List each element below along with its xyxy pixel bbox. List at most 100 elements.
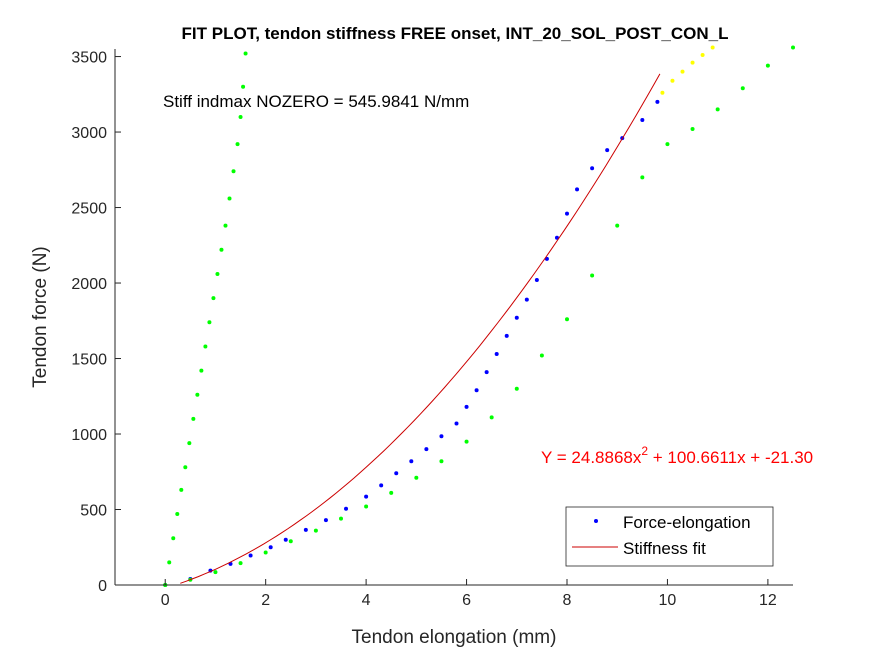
data-point [303, 527, 308, 532]
data-point [263, 550, 268, 555]
stiffness-fit-line [180, 73, 661, 584]
x-tick-label: 8 [563, 592, 572, 609]
data-point [514, 315, 519, 320]
data-point [364, 504, 369, 509]
data-point [179, 487, 184, 492]
data-point [710, 45, 715, 50]
legend-label-stiffness-fit: Stiffness fit [623, 539, 706, 558]
series-1 [660, 45, 715, 95]
x-tick-label: 0 [161, 592, 170, 609]
chart-title: FIT PLOT, tendon stiffness FREE onset, I… [182, 24, 729, 43]
data-point [765, 63, 770, 68]
data-point [215, 271, 220, 276]
data-point [565, 211, 569, 216]
data-point [640, 175, 645, 180]
data-point [248, 553, 253, 558]
stiffness-annotation: Stiff indmax NOZERO = 545.9841 N/mm [163, 92, 469, 111]
data-point [690, 60, 695, 65]
data-point [494, 351, 499, 356]
x-axis-label: Tendon elongation (mm) [352, 627, 557, 648]
chart-marks [163, 45, 795, 587]
plot-background [115, 49, 793, 585]
data-point [238, 561, 243, 566]
data-point [175, 512, 180, 517]
data-point [670, 78, 675, 83]
data-point [207, 320, 212, 325]
legend: Force-elongation Stiffness fit [565, 506, 774, 567]
data-point [484, 370, 489, 375]
x-tick-label: 12 [759, 592, 777, 609]
data-point [464, 404, 469, 409]
equation-exponent: 2 [641, 444, 648, 458]
y-tick-label: 3500 [71, 50, 107, 67]
data-point [605, 148, 610, 153]
legend-dot-symbol [594, 519, 598, 523]
data-point [364, 494, 369, 499]
y-tick-label: 1000 [71, 427, 107, 444]
data-point [660, 90, 665, 95]
data-point [590, 166, 595, 171]
y-tick-label: 2000 [71, 276, 107, 293]
data-point [454, 421, 459, 426]
data-point [489, 415, 494, 420]
x-axis-ticks: 0 2 4 6 8 10 12 [161, 579, 777, 609]
legend-label-force-elongation: Force-elongation [623, 513, 751, 532]
data-point [534, 278, 539, 283]
x-tick-label: 6 [462, 592, 471, 609]
data-point [409, 459, 414, 464]
data-point [243, 51, 248, 56]
data-point [268, 545, 273, 550]
data-point [414, 475, 419, 480]
x-tick-label: 10 [659, 592, 677, 609]
data-point [394, 471, 399, 476]
data-point [524, 297, 529, 302]
data-point [211, 296, 216, 301]
data-point [344, 506, 349, 511]
data-point [195, 392, 200, 397]
data-point [231, 169, 236, 174]
y-tick-label: 500 [80, 503, 107, 520]
data-point [539, 353, 544, 358]
data-point [313, 528, 318, 533]
data-point [187, 441, 192, 446]
x-tick-label: 2 [261, 592, 270, 609]
data-point [389, 490, 394, 495]
series-2 [163, 51, 248, 587]
data-point [474, 388, 479, 393]
data-point [323, 518, 328, 523]
data-point [655, 99, 660, 104]
data-point [615, 223, 620, 228]
data-point [424, 447, 429, 452]
data-point [504, 333, 509, 338]
fit-equation-annotation: Y = 24.8868x2 + 100.6611x + -21.30 [541, 444, 813, 467]
data-point [439, 434, 444, 439]
data-point [213, 570, 218, 575]
y-tick-label: 2500 [71, 201, 107, 218]
y-tick-label: 3000 [71, 125, 107, 142]
data-point [171, 536, 176, 541]
data-point [241, 84, 246, 89]
series-3 [163, 45, 795, 587]
axes [114, 49, 793, 586]
data-point [167, 560, 172, 565]
data-point [740, 86, 745, 91]
legend-box [565, 506, 774, 567]
plot-area [115, 49, 793, 585]
equation-prefix: Y = 24.8868x [541, 448, 642, 467]
data-point [379, 483, 384, 488]
data-point [223, 223, 228, 228]
data-point [219, 247, 224, 252]
y-tick-label: 0 [98, 578, 107, 595]
data-point [339, 516, 343, 521]
data-point [665, 142, 670, 147]
data-point [203, 344, 208, 349]
data-point [288, 539, 293, 544]
data-point [590, 273, 595, 278]
data-point [464, 439, 469, 444]
x-tick-label: 4 [362, 592, 371, 609]
data-point [715, 107, 720, 112]
data-point [514, 386, 519, 391]
data-point [680, 69, 685, 74]
data-point [439, 459, 444, 464]
